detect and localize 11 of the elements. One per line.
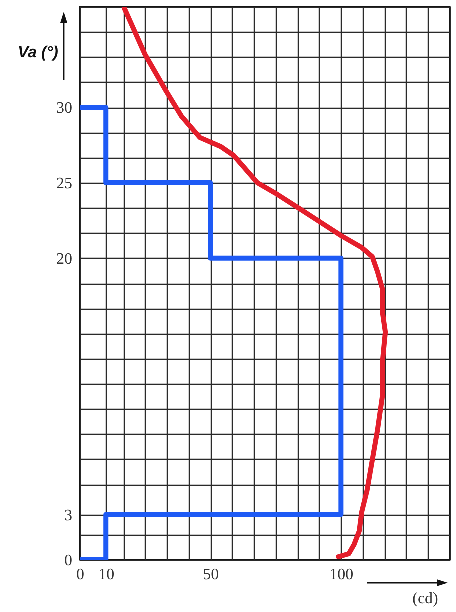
x-tick-label: 100 [330, 566, 354, 584]
x-tick-label: 10 [98, 566, 115, 584]
x-tick-label: 50 [203, 566, 220, 584]
y-tick-label: 30 [56, 100, 72, 118]
y-tick-label: 3 [64, 507, 72, 524]
y-axis-title: Va (°) [18, 44, 58, 62]
x-tick-label: 0 [76, 566, 84, 584]
x-axis-title: (cd) [412, 590, 438, 608]
y-tick-label: 20 [56, 250, 72, 268]
y-tick-label: 0 [64, 552, 72, 570]
y-tick-label: 25 [56, 175, 72, 192]
